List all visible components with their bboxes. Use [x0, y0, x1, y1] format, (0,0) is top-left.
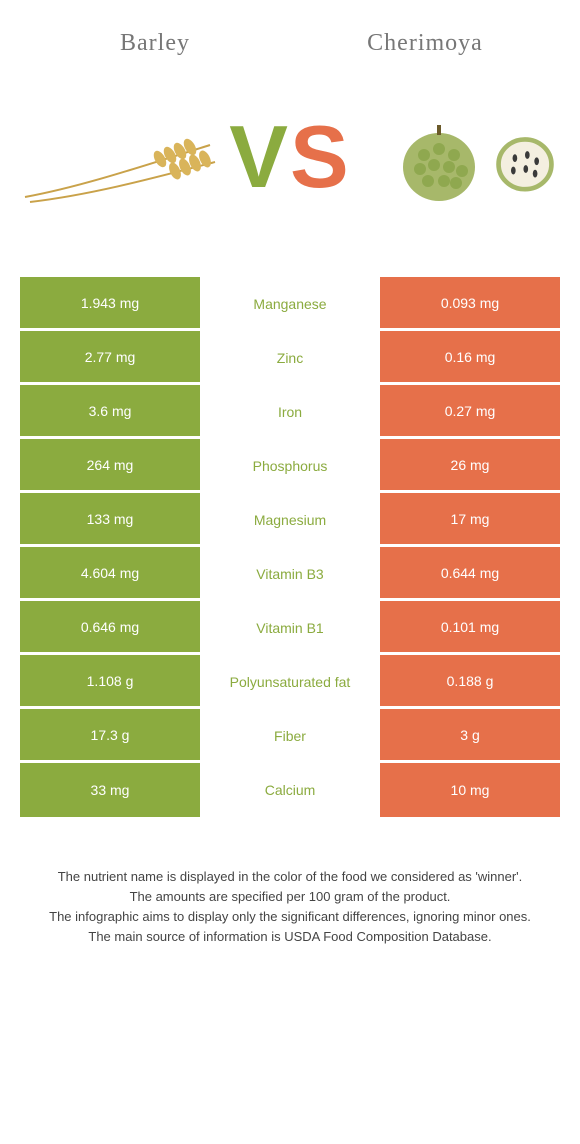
table-row: 3.6 mgIron0.27 mg [20, 385, 560, 439]
nutrient-label: Zinc [200, 331, 380, 385]
value-left: 1.943 mg [20, 277, 200, 331]
value-left: 264 mg [20, 439, 200, 493]
table-row: 1.943 mgManganese0.093 mg [20, 277, 560, 331]
table-row: 17.3 gFiber3 g [20, 709, 560, 763]
value-right: 0.644 mg [380, 547, 560, 601]
value-right: 26 mg [380, 439, 560, 493]
value-right: 10 mg [380, 763, 560, 817]
value-left: 3.6 mg [20, 385, 200, 439]
table-row: 2.77 mgZinc0.16 mg [20, 331, 560, 385]
cherimoya-icon [394, 117, 560, 207]
value-left: 0.646 mg [20, 601, 200, 655]
note-line: The amounts are specified per 100 gram o… [20, 887, 560, 907]
title-right: Cherimoya [290, 30, 560, 57]
value-right: 0.188 g [380, 655, 560, 709]
value-left: 133 mg [20, 493, 200, 547]
value-right: 0.16 mg [380, 331, 560, 385]
value-right: 0.27 mg [380, 385, 560, 439]
vs-text: V S [229, 113, 350, 201]
vs-letter-v: V [229, 113, 290, 201]
table-row: 4.604 mgVitamin B30.644 mg [20, 547, 560, 601]
table-row: 0.646 mgVitamin B10.101 mg [20, 601, 560, 655]
value-right: 3 g [380, 709, 560, 763]
vs-letter-s: S [290, 113, 351, 201]
note-line: The main source of information is USDA F… [20, 927, 560, 947]
nutrient-label: Fiber [200, 709, 380, 763]
value-right: 0.101 mg [380, 601, 560, 655]
value-left: 4.604 mg [20, 547, 200, 601]
value-left: 33 mg [20, 763, 200, 817]
nutrient-label: Phosphorus [200, 439, 380, 493]
nutrient-label: Manganese [200, 277, 380, 331]
table-row: 33 mgCalcium10 mg [20, 763, 560, 817]
table-row: 1.108 gPolyunsaturated fat0.188 g [20, 655, 560, 709]
value-right: 0.093 mg [380, 277, 560, 331]
note-line: The infographic aims to display only the… [20, 907, 560, 927]
value-left: 1.108 g [20, 655, 200, 709]
nutrient-label: Calcium [200, 763, 380, 817]
nutrient-label: Iron [200, 385, 380, 439]
note-line: The nutrient name is displayed in the co… [20, 867, 560, 887]
nutrient-label: Magnesium [200, 493, 380, 547]
table-row: 264 mgPhosphorus26 mg [20, 439, 560, 493]
header-titles: Barley Cherimoya [0, 0, 580, 57]
value-left: 17.3 g [20, 709, 200, 763]
barley-icon [20, 137, 220, 207]
table-row: 133 mgMagnesium17 mg [20, 493, 560, 547]
comparison-table: 1.943 mgManganese0.093 mg2.77 mgZinc0.16… [20, 277, 560, 817]
page: Barley Cherimoya [0, 0, 580, 948]
nutrient-label: Vitamin B1 [200, 601, 380, 655]
title-left: Barley [20, 30, 290, 57]
value-left: 2.77 mg [20, 331, 200, 385]
nutrient-label: Vitamin B3 [200, 547, 380, 601]
value-right: 17 mg [380, 493, 560, 547]
footer-notes: The nutrient name is displayed in the co… [20, 867, 560, 948]
vs-banner: V S [0, 57, 580, 257]
nutrient-label: Polyunsaturated fat [200, 655, 380, 709]
